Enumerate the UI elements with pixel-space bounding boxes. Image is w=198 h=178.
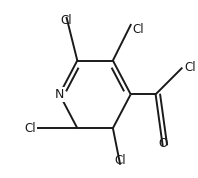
Text: N: N [55, 88, 64, 101]
Text: O: O [158, 137, 167, 150]
Text: Cl: Cl [132, 23, 144, 36]
Text: Cl: Cl [61, 14, 72, 27]
Text: Cl: Cl [184, 61, 196, 74]
Text: Cl: Cl [114, 154, 126, 167]
Text: Cl: Cl [25, 122, 36, 135]
